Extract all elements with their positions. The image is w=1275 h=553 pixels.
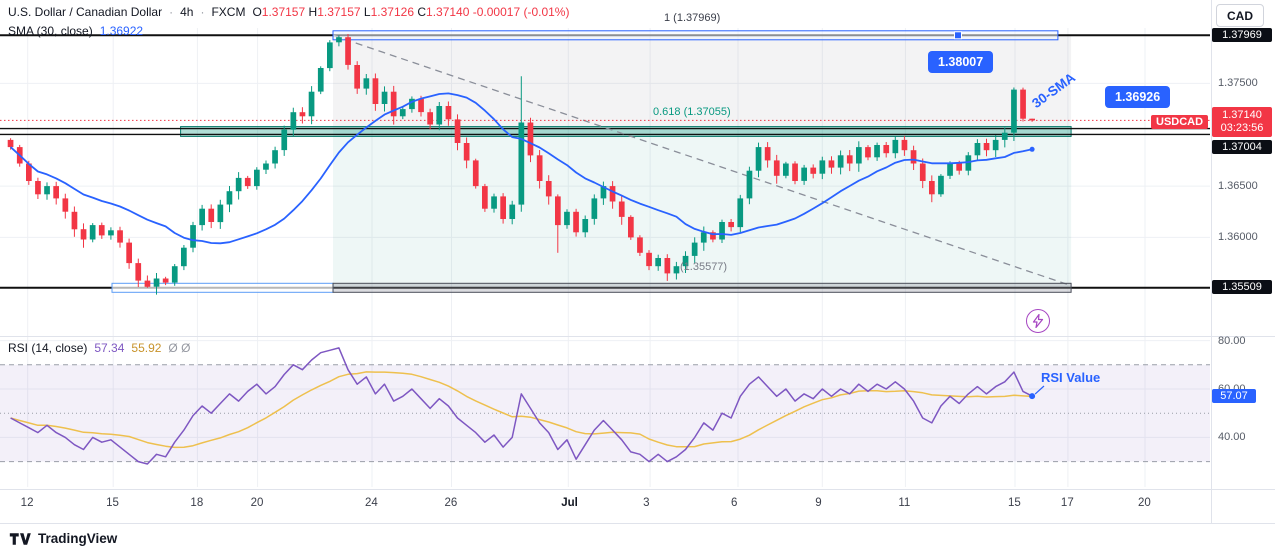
- symbol-chip: USDCAD: [1151, 115, 1209, 129]
- price-axis-label: 1.36000: [1218, 231, 1258, 244]
- time-axis-label: 9: [815, 497, 822, 509]
- time-axis-label: 24: [365, 497, 378, 509]
- interval-label[interactable]: 4h: [180, 5, 194, 19]
- current-price-axis-badge: 1.37140 03:23:56: [1212, 107, 1272, 137]
- time-axis-label: 17: [1060, 497, 1074, 509]
- rsi-callout-connector: [1034, 385, 1045, 395]
- ohlc-values: O1.37157 H1.37157 L1.37126 C1.37140 -0.0…: [252, 5, 569, 19]
- time-axis-label: 3: [643, 497, 650, 509]
- rsi-name[interactable]: RSI (14, close): [8, 341, 88, 355]
- open-label: O: [252, 5, 262, 19]
- open-value: 1.37157: [261, 5, 306, 19]
- time-axis-label: 18: [190, 497, 204, 509]
- close-value: 1.37140: [426, 5, 470, 19]
- rsi-callout-label: RSI Value: [1041, 370, 1101, 385]
- close-label: C: [417, 5, 427, 19]
- rsi-axis-label: 40.00: [1218, 431, 1246, 444]
- currency-toggle-button[interactable]: CAD: [1216, 4, 1264, 27]
- time-axis-label: 20: [1137, 497, 1151, 509]
- lightning-icon[interactable]: [1026, 309, 1050, 333]
- price-axis-label: 1.37500: [1218, 77, 1258, 90]
- tradingview-logo[interactable]: TradingView: [8, 531, 117, 546]
- symbol-legend[interactable]: U.S. Dollar / Canadian Dollar · 4h · FXC…: [8, 5, 569, 19]
- time-axis-label: 26: [444, 497, 458, 509]
- time-axis-label: 15: [1007, 497, 1021, 509]
- candlestick-series: [7, 34, 1035, 295]
- sma-end-dot: [1029, 146, 1035, 152]
- tradingview-logo-text: TradingView: [38, 531, 118, 546]
- time-axis-label: 20: [250, 497, 264, 509]
- pane-separator-main-rsi[interactable]: [0, 336, 1275, 337]
- rsi-value-legend: 57.34: [94, 341, 125, 355]
- rsi-band: [0, 364, 1210, 463]
- rsi-hidden-values: Ø Ø: [168, 341, 191, 355]
- rsi-axis-badge: 57.07: [1212, 389, 1256, 403]
- time-axis-label: 15: [106, 497, 119, 509]
- fib-retracement-zones[interactable]: [333, 35, 1072, 288]
- swing-low-label: (1.35577): [680, 261, 728, 273]
- rsi-end-dot: [1029, 393, 1036, 400]
- price-axis-separator: [1211, 0, 1212, 523]
- level-mid-axis-badge: 1.37004: [1212, 140, 1272, 154]
- descending-trendline[interactable]: [332, 34, 1072, 287]
- tradingview-logo-mark: [9, 532, 31, 545]
- time-axis-label: Jul: [561, 497, 578, 509]
- fib-top-axis-badge: 1.37969: [1212, 28, 1272, 42]
- rsi-ma-value-legend: 55.92: [131, 341, 162, 355]
- bottom-toolbar: TradingView: [0, 523, 1275, 553]
- pane-separator-rsi-timeaxis: [0, 489, 1275, 490]
- bar-countdown: 03:23:56: [1220, 122, 1264, 134]
- fib-618-band[interactable]: [180, 126, 1072, 137]
- drawing-handle[interactable]: [954, 31, 962, 40]
- sma-price-badge: 1.36926: [1105, 86, 1171, 108]
- sma-name[interactable]: SMA (30, close): [8, 24, 93, 38]
- price-axis-label: 1.36500: [1218, 180, 1258, 193]
- sma-legend[interactable]: SMA (30, close) 1.36922: [8, 24, 143, 38]
- current-price-value: 1.37140: [1222, 109, 1262, 121]
- exchange-label: FXCM: [211, 5, 246, 19]
- fib-level-618-label: 0.618 (1.37055): [653, 106, 731, 118]
- low-label: L: [363, 5, 371, 19]
- rsi-line[interactable]: [10, 347, 1033, 465]
- rsi-axis-label: 80.00: [1218, 334, 1246, 347]
- time-axis-label: 6: [731, 497, 738, 509]
- sma-line[interactable]: [9, 92, 1033, 245]
- fib-level-1-label: 1 (1.37969): [664, 12, 721, 24]
- change-value: -0.00017 (-0.01%): [472, 5, 570, 19]
- sma-value: 1.36922: [99, 24, 144, 38]
- drag-price-badge[interactable]: 1.38007: [928, 51, 994, 73]
- level-low-axis-badge: 1.35509: [1212, 280, 1272, 294]
- time-axis-label: 12: [20, 497, 34, 509]
- legend-separator: ·: [200, 5, 205, 19]
- lightning-glyph: [1032, 314, 1044, 328]
- high-value: 1.37157: [317, 5, 361, 19]
- price-range-bands[interactable]: [111, 30, 1072, 293]
- time-axis-label: 11: [898, 497, 911, 509]
- rsi-ma-line[interactable]: [10, 371, 1033, 449]
- rsi-legend[interactable]: RSI (14, close) 57.34 55.92 Ø Ø: [8, 341, 190, 355]
- legend-separator: ·: [169, 5, 174, 19]
- low-value: 1.37126: [370, 5, 414, 19]
- symbol-title[interactable]: U.S. Dollar / Canadian Dollar: [8, 5, 163, 19]
- high-label: H: [308, 5, 318, 19]
